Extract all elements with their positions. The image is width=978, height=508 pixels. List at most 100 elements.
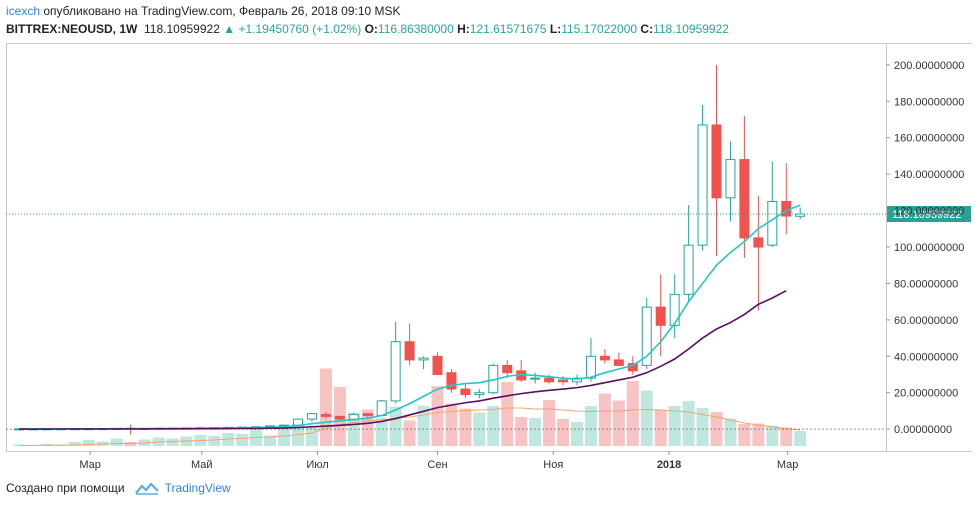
x-tick-label: Сен [427,459,447,471]
candle-body [753,237,764,248]
created-with-text: Создано при помощи [6,481,125,495]
y-tick-label: 20.00000000 [894,388,958,400]
candle-body [530,377,541,380]
open-label: O: [364,22,378,36]
candle-body [683,244,694,295]
symbol-info: BITTREX:NEOUSD, 1W 118.10959922 ▲ +1.194… [6,22,729,36]
x-tick-label: Июл [306,459,328,471]
y-tick-label: 160.00000000 [894,133,964,145]
last-price-badge [887,206,971,223]
x-tick-label: Ноя [543,459,563,471]
close-label: C: [640,22,654,36]
candle [585,338,596,382]
tradingview-logo-icon [134,482,159,495]
volume-bar [236,434,249,446]
volume-bar [724,418,737,446]
high-label: H: [457,22,470,36]
candle-body [669,293,680,326]
candle-body [362,413,373,416]
candle [725,141,736,222]
symbol-label: BITTREX:NEOUSD, 1W [6,22,138,36]
candle [767,161,778,247]
volume-bar [501,382,514,446]
tradingview-brand: TradingView [164,481,231,495]
x-tick-label: Мар [79,459,101,471]
volume-bar [738,424,751,446]
y-tick-label: 120.00000000 [894,206,964,218]
candle [320,411,331,419]
y-tick-label: 60.00000000 [894,315,958,327]
volume-bar [459,408,472,446]
candle [683,205,694,302]
volume-bar [682,401,695,446]
candle-body [502,364,513,374]
candle [739,115,750,258]
price-change: +1.19450760 (+1.02%) [238,22,362,36]
candle-body [697,124,708,246]
last-price: 118.10959922 [144,22,220,36]
x-tick-label: Май [191,459,213,471]
candle-body [558,379,569,383]
candle-body [599,355,610,361]
tradingview-link[interactable]: TradingView [134,481,231,495]
volume-bar [752,423,765,446]
candle [362,412,373,418]
candle-body [655,306,666,326]
volume-bar [82,440,95,446]
volume-bar [543,400,556,446]
candle [669,274,680,339]
volume-bar [794,431,807,446]
volume-bar [68,442,81,446]
volume-bar [445,403,458,446]
candle [432,352,443,375]
candle [390,321,401,404]
candle-body [725,159,736,199]
candle-body [432,355,443,375]
volume-bar [375,418,388,446]
candle [599,349,610,364]
candle [446,369,457,393]
price-chart[interactable]: 118.10959922 200.00000000 180.00000000 160.… [6,43,972,473]
candle [418,356,429,370]
y-tick-label: 80.00000000 [894,278,958,290]
candle-body [641,306,652,366]
candle [404,323,415,366]
candle-body [711,124,722,199]
publish-info: icexch опубликовано на TradingView.com, … [6,4,401,18]
candle-body [544,377,555,383]
volume-bar [389,406,402,446]
author-link[interactable]: icexch [6,4,41,18]
volume-bar [264,435,277,446]
candle [306,412,317,422]
candle [795,207,806,220]
candle-body [334,415,345,420]
volume-bar [305,428,318,446]
volume-bar [110,438,123,446]
volume-bar [166,438,179,446]
low-value: 115.17022000 [561,22,638,36]
x-tick-label: 2018 [657,459,681,471]
low-label: L: [549,22,562,36]
candle-body [446,372,457,390]
volume-bar [626,381,639,446]
volume-bar [208,436,221,446]
candle-body [795,213,806,217]
candle-body [293,418,303,426]
candle [334,415,345,421]
ma-slow-line [18,290,787,430]
candle-body [348,414,359,420]
candle [460,383,471,399]
volume-bar [584,406,597,446]
volume-bar [529,418,542,446]
y-tick-label: 40.00000000 [894,351,958,363]
candle-body [572,377,582,383]
y-tick-label: 200.00000000 [894,60,964,72]
volume-bar [557,419,570,446]
candle [697,104,708,251]
y-tick-label: 180.00000000 [894,96,964,108]
candle-body [390,341,401,402]
volume-bar [403,420,416,446]
candle-body [767,200,778,246]
volume-bar [431,386,444,446]
candle [753,196,764,311]
